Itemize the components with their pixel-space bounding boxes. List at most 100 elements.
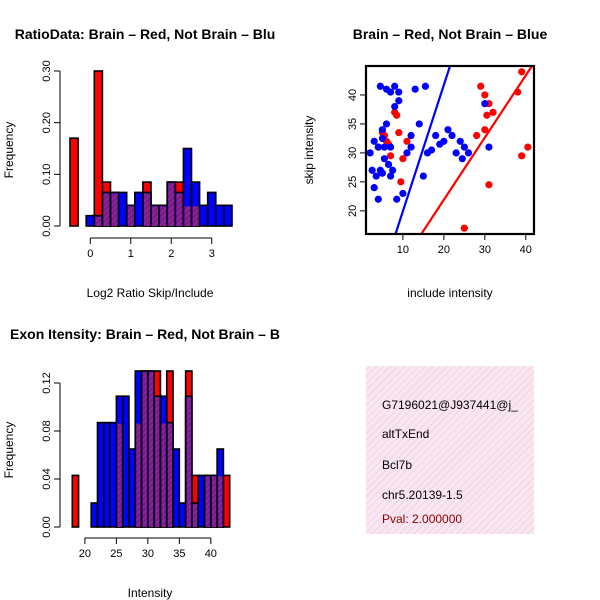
ratio-histogram-bar-blue [85, 214, 96, 227]
scatter-point-red [524, 143, 532, 151]
scatter-plot-area [364, 64, 536, 236]
scatter-point-blue [389, 166, 397, 174]
ratio-histogram-bar-overlap [95, 216, 102, 226]
scatter-y-tick-label: 35 [347, 118, 359, 130]
info-event-id: G7196021@J937441@j_ [382, 398, 518, 412]
scatter-point-red [397, 178, 405, 186]
scatter-point-blue [485, 143, 493, 151]
ratio-histogram-title: RatioData: Brain – Red, Not Brain – Blu [15, 26, 276, 42]
scatter-marks [366, 66, 533, 234]
ratio-histogram-y-tick-label: 0.00 [41, 215, 53, 236]
scatter-point-blue [419, 172, 427, 180]
intensity-histogram-y-tick-label: 0.12 [41, 372, 53, 393]
scatter-point-red [518, 152, 526, 160]
scatter-point-blue [372, 172, 380, 180]
scatter-xlabel: include intensity [407, 286, 492, 300]
intensity-histogram-bar-overlap [155, 397, 160, 527]
ratio-histogram-bar-overlap [176, 193, 183, 226]
ratio-histogram-bar-overlap [192, 206, 199, 226]
scatter-point-red [399, 155, 407, 163]
scatter-point-blue [386, 143, 395, 151]
intensity-histogram-title: Exon Itensity: Brain – Red, Not Brain – … [10, 326, 280, 342]
intensity-histogram-bar-blue [128, 448, 137, 528]
intensity-histogram-bar-overlap [211, 476, 217, 527]
ratio-histogram-x-tick-label: 2 [168, 248, 174, 260]
scatter-point-red [485, 181, 493, 189]
scatter-point-blue [386, 172, 395, 180]
scatter-point-blue [407, 143, 415, 151]
scatter-point-blue [440, 137, 448, 145]
ratio-histogram-bar-overlap [160, 206, 167, 226]
info-panel-background [366, 366, 534, 534]
intensity-histogram-y-tick-label: 0.08 [41, 420, 53, 441]
ratio-histogram-bar-blue [215, 204, 225, 227]
scatter-ylabel: skip intensity [302, 116, 316, 185]
intensity-histogram-x-tick-label: 30 [142, 548, 154, 560]
scatter-fit-line-red [420, 66, 533, 234]
intensity-histogram-bar-overlap [186, 397, 191, 527]
scatter-point-blue [456, 137, 464, 145]
intensity-histogram-bar-blue [172, 448, 181, 528]
ratio-histogram-bar-red [93, 70, 104, 227]
intensity-histogram-x-tick-label: 35 [173, 548, 185, 560]
scatter-point-red [460, 224, 468, 232]
ratio-histogram-bar-overlap [111, 193, 118, 226]
scatter-point-red [489, 108, 497, 116]
ratio-histogram-x-tick-label: 3 [209, 248, 215, 260]
intensity-histogram-bar-overlap [148, 372, 154, 527]
ratio-histogram-bar-blue [223, 204, 233, 227]
scatter-point-blue [380, 155, 389, 163]
intensity-histogram-bar-blue [102, 421, 111, 528]
ratio-histogram-ylabel: Frequency [2, 122, 16, 179]
scatter-point-blue [376, 82, 384, 90]
intensity-histogram-bars [71, 370, 231, 528]
scatter-point-blue [393, 195, 401, 203]
scatter-point-blue [460, 143, 468, 151]
scatter-point-red [386, 152, 395, 160]
ratio-histogram-bar-red [69, 137, 79, 227]
intensity-histogram-bar-overlap [167, 423, 173, 527]
info-event-type: altTxEnd [382, 427, 429, 441]
scatter-point-red [473, 131, 481, 140]
scatter-point-blue [395, 88, 403, 96]
scatter-x-tick-label: 30 [479, 244, 491, 256]
ratio-histogram-y-tick-label: 0.20 [41, 112, 53, 133]
scatter-point-blue [378, 126, 386, 134]
scatter-point-red [393, 111, 401, 119]
intensity-histogram-bar-blue [178, 502, 187, 528]
ratio-histogram-y-tick-label: 0.30 [41, 60, 53, 81]
ratio-histogram-bars [69, 70, 233, 227]
scatter-y-tick-label: 25 [347, 176, 359, 188]
intensity-histogram-bar-overlap [205, 476, 210, 527]
intensity-histogram-bar-blue [109, 421, 118, 528]
scatter-point-red [483, 111, 491, 119]
scatter-point-blue [382, 120, 391, 128]
ratio-histogram-bar-overlap [143, 193, 150, 226]
scatter-point-blue [411, 85, 419, 93]
ratio-histogram-x-tick-label: 1 [128, 248, 134, 260]
scatter-point-red [477, 82, 485, 90]
scatter-x-tick-label: 40 [520, 244, 532, 256]
ratio-histogram-bar-blue [134, 191, 144, 227]
intensity-histogram-bar-red [71, 474, 80, 528]
intensity-histogram-bar-red [222, 474, 231, 528]
intensity-histogram-x-tick-label: 25 [110, 548, 122, 560]
scatter-point-blue [399, 189, 407, 198]
intensity-histogram-x-tick-label: 20 [79, 548, 91, 560]
scatter-point-blue [427, 146, 436, 154]
intensity-histogram-y-tick-label: 0.04 [41, 468, 53, 489]
intensity-histogram-bar-overlap [142, 372, 147, 527]
intensity-histogram-bar-overlap [161, 423, 166, 527]
scatter-point-blue [366, 149, 374, 157]
scatter-point-blue [391, 102, 399, 111]
scatter-point-blue [380, 143, 389, 151]
intensity-histogram-bar-blue [121, 395, 130, 528]
ratio-histogram-bar-overlap [184, 206, 191, 226]
scatter-point-blue [391, 82, 399, 90]
intensity-histogram-bar-overlap [218, 476, 223, 527]
scatter-point-blue [444, 126, 452, 134]
scatter-point-blue [415, 120, 423, 128]
intensity-scatter-panel: Brain – Red, Not Brain – Blue include in… [302, 26, 547, 300]
scatter-point-blue [458, 155, 466, 163]
ratio-histogram-bar-overlap [127, 206, 134, 226]
